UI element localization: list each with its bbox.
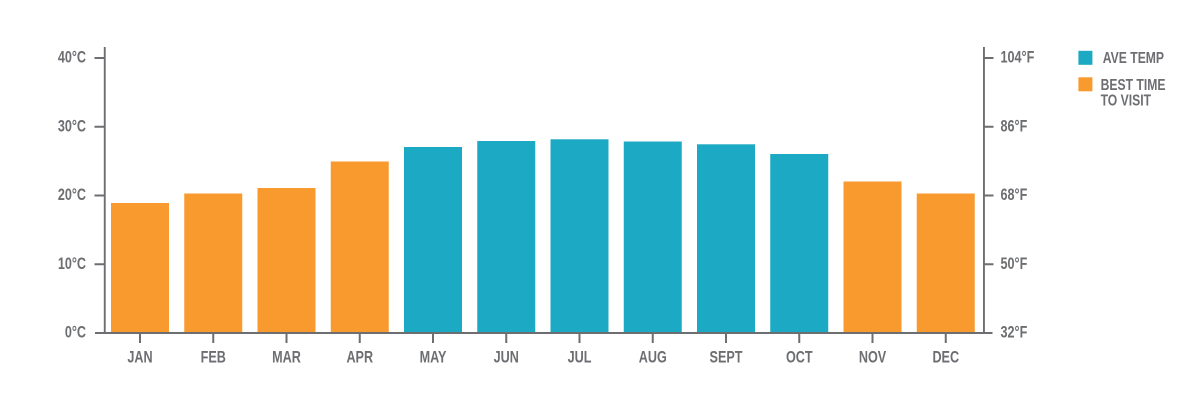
svg-text:TO VISIT: TO VISIT bbox=[1101, 92, 1152, 110]
svg-text:104°F: 104°F bbox=[1001, 49, 1035, 67]
svg-text:JAN: JAN bbox=[127, 349, 152, 367]
svg-text:JUN: JUN bbox=[494, 349, 519, 367]
svg-text:30°C: 30°C bbox=[58, 118, 87, 136]
svg-text:FEB: FEB bbox=[201, 349, 226, 367]
svg-text:DEC: DEC bbox=[932, 349, 959, 367]
svg-text:68°F: 68°F bbox=[1001, 187, 1028, 205]
svg-text:NOV: NOV bbox=[859, 349, 887, 367]
svg-text:AUG: AUG bbox=[639, 349, 667, 367]
svg-text:JUL: JUL bbox=[568, 349, 592, 367]
svg-text:10°C: 10°C bbox=[58, 255, 87, 273]
svg-text:50°F: 50°F bbox=[1001, 255, 1028, 273]
svg-text:SEPT: SEPT bbox=[710, 349, 743, 367]
svg-text:MAR: MAR bbox=[272, 349, 301, 367]
svg-text:0°C: 0°C bbox=[65, 324, 87, 342]
svg-text:40°C: 40°C bbox=[58, 49, 87, 67]
svg-text:86°F: 86°F bbox=[1001, 118, 1028, 136]
svg-text:32°F: 32°F bbox=[1001, 324, 1028, 342]
svg-text:OCT: OCT bbox=[786, 349, 813, 367]
svg-text:MAY: MAY bbox=[420, 349, 447, 367]
svg-text:APR: APR bbox=[346, 349, 373, 367]
svg-text:BEST TIME: BEST TIME bbox=[1101, 77, 1166, 95]
svg-text:20°C: 20°C bbox=[58, 187, 87, 205]
svg-text:AVE TEMP: AVE TEMP bbox=[1103, 49, 1164, 67]
